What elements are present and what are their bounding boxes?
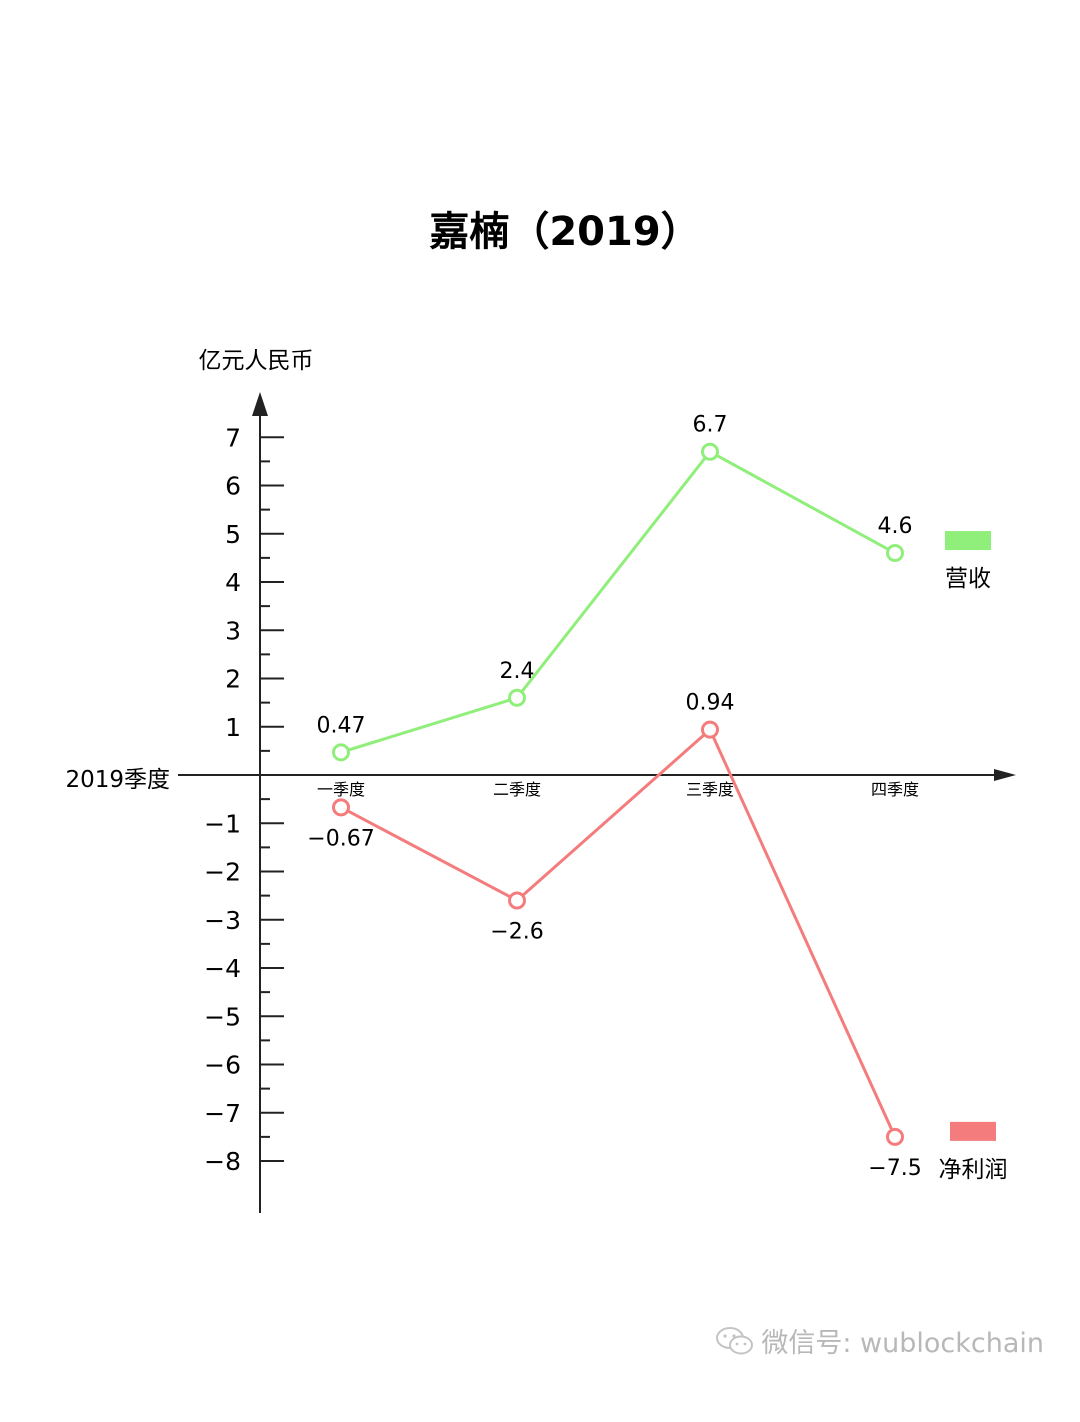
- y-tick-label: −7: [204, 1099, 241, 1128]
- x-tick-label: 三季度: [686, 780, 734, 799]
- x-axis-title: 2019季度: [65, 767, 170, 793]
- legend-label: 营收: [945, 566, 991, 592]
- data-label: −7.5: [868, 1156, 921, 1181]
- data-point: [886, 544, 904, 563]
- y-tick-label: −8: [204, 1147, 241, 1176]
- wechat-icon: [716, 1326, 754, 1354]
- series-line: [340, 727, 897, 1138]
- x-tick-label: 二季度: [493, 780, 541, 799]
- y-tick-label: 4: [225, 568, 241, 597]
- data-label: 0.47: [317, 713, 366, 738]
- data-label: −0.67: [307, 826, 374, 851]
- y-tick-label: 7: [225, 423, 241, 452]
- y-tick-label: −5: [204, 1002, 241, 1031]
- series-layer: 0.47 2.4 6.7 4.6 −0.67 −2.6 0.94 −7.5: [307, 413, 921, 1181]
- data-point: [886, 1127, 904, 1146]
- series-1: 0.47 2.4 6.7 4.6: [317, 413, 913, 762]
- data-label: 4.6: [878, 514, 913, 539]
- y-axis-arrow: [252, 392, 268, 416]
- data-point: [701, 720, 719, 739]
- y-tick-label: −4: [204, 954, 241, 983]
- x-tick-label: 四季度: [871, 780, 919, 799]
- data-label: 0.94: [686, 691, 735, 716]
- legend-swatch: [945, 531, 991, 551]
- y-axis-title: 亿元人民币: [199, 348, 314, 374]
- watermark: 微信号: wublockchain: [715, 1321, 1044, 1360]
- x-axis-arrow: [994, 769, 1016, 781]
- legend-swatch: [950, 1121, 996, 1141]
- data-point: [508, 688, 526, 707]
- data-label: 2.4: [500, 659, 535, 684]
- y-tick-label: −3: [204, 906, 241, 935]
- x-ticks: 一季度 二季度 三季度 四季度: [317, 780, 919, 799]
- data-point: [332, 798, 350, 817]
- y-tick-label: −1: [204, 809, 241, 838]
- series-line: [340, 449, 896, 754]
- series-2: −0.67 −2.6 0.94 −7.5: [307, 691, 921, 1181]
- data-point: [332, 743, 350, 762]
- y-tick-label: 1: [225, 713, 241, 742]
- watermark-text: 微信号: wublockchain: [761, 1328, 1044, 1359]
- y-tick-label: 3: [225, 616, 241, 645]
- data-point: [701, 442, 719, 461]
- y-tick-label: −6: [204, 1051, 241, 1080]
- data-label: 6.7: [693, 413, 728, 438]
- legend-label: 净利润: [939, 1157, 1008, 1183]
- y-tick-label: −2: [204, 858, 241, 887]
- y-tick-label: 6: [225, 472, 241, 501]
- y-ticks: 7 6 5 4 3 2 1 −1 −2 −3 −4 −5 −6 −7 −8: [204, 423, 284, 1176]
- chart-title: 嘉楠（2019）: [429, 209, 700, 255]
- x-tick-label: 一季度: [317, 780, 365, 799]
- y-tick-label: 5: [225, 520, 241, 549]
- data-point: [508, 891, 526, 910]
- y-tick-label: 2: [225, 665, 241, 694]
- data-label: −2.6: [490, 919, 543, 944]
